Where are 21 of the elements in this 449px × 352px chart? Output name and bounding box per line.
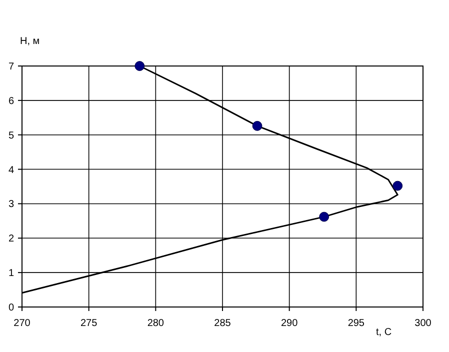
- x-tick-label: 300: [414, 318, 432, 329]
- point: [319, 212, 330, 222]
- point: [134, 61, 145, 71]
- point: [252, 120, 262, 131]
- x-tick-label: 295: [348, 318, 365, 329]
- y-tick-label: 1: [8, 268, 14, 280]
- y-tick-label: 7: [8, 62, 14, 72]
- x-tick-label: 290: [280, 318, 298, 329]
- y-tick-label: 6: [8, 96, 14, 107]
- x-axis-title: t, С: [376, 327, 392, 338]
- y-tick-label: 5: [8, 130, 14, 142]
- y-tick-label: 4: [8, 164, 14, 176]
- x-tick-label: 280: [147, 318, 164, 329]
- point: [392, 180, 403, 191]
- y-tick-label: 0: [8, 302, 14, 314]
- x-tick-label: 275: [80, 318, 98, 329]
- y-tick-label: 2: [8, 234, 14, 245]
- y-tick-label: 3: [8, 199, 14, 210]
- y-axis-title: Н, м: [20, 36, 40, 47]
- x-tick-label: 285: [214, 318, 232, 329]
- x-tick-label: 270: [14, 318, 31, 329]
